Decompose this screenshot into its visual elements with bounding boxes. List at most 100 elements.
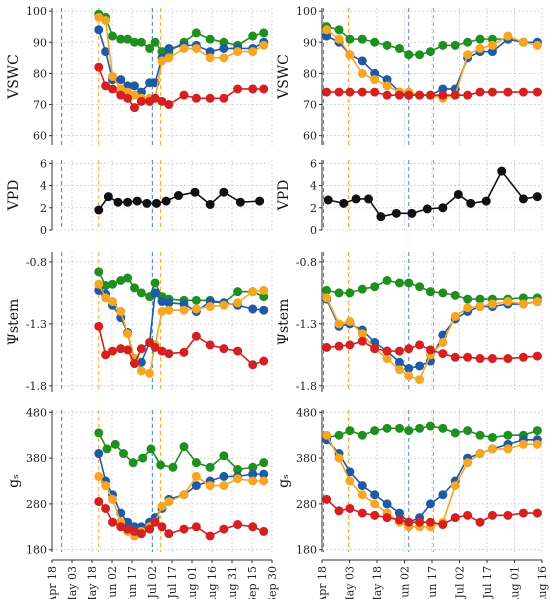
y-tick-label: 280 <box>296 498 317 511</box>
data-point-orange <box>191 471 201 481</box>
data-point-black <box>123 197 133 207</box>
data-point-orange <box>248 287 258 297</box>
y-tick-label: 60 <box>303 130 317 143</box>
data-point-green <box>146 444 156 454</box>
data-point-orange <box>259 285 269 295</box>
data-point-green <box>123 273 133 283</box>
data-point-orange <box>179 490 189 500</box>
data-point-green <box>219 451 229 461</box>
data-point-green <box>475 34 485 44</box>
data-point-black <box>339 198 349 208</box>
data-point-blue <box>150 288 160 298</box>
data-point-green <box>382 40 392 50</box>
data-point-red <box>357 336 367 346</box>
data-point-red <box>94 62 104 72</box>
data-point-orange <box>518 439 528 449</box>
data-point-orange <box>233 474 243 484</box>
x-tick-label: Aug 01 <box>186 566 199 599</box>
data-point-orange <box>357 490 367 500</box>
data-point-red <box>532 508 542 518</box>
x-tick-label: Jun 02 <box>399 566 412 599</box>
data-point-red <box>108 517 117 527</box>
data-point-green <box>475 294 485 304</box>
data-point-orange <box>370 499 380 509</box>
data-point-green <box>345 34 355 44</box>
y-tick-label: 100 <box>296 5 317 18</box>
data-point-orange <box>463 303 473 313</box>
data-point-red <box>136 344 146 354</box>
x-tick-label: Aug 16 <box>206 566 219 599</box>
y-tick-label: 6 <box>40 157 47 170</box>
data-point-orange <box>475 449 485 459</box>
data-point-blue <box>191 481 201 491</box>
data-point-red <box>179 524 189 534</box>
data-point-red <box>322 87 332 97</box>
data-point-orange <box>205 53 215 63</box>
data-point-green <box>425 287 435 297</box>
y-tick-label: -1.3 <box>26 318 47 331</box>
data-point-green <box>334 430 344 440</box>
y-tick-label: 6 <box>310 157 317 170</box>
data-point-orange <box>94 471 104 481</box>
data-point-orange <box>415 375 425 385</box>
data-point-green <box>334 288 344 298</box>
data-point-orange <box>487 40 497 50</box>
data-point-red <box>357 87 367 97</box>
data-point-black <box>391 208 401 218</box>
x-tick-label: Jul 02 <box>454 566 467 599</box>
data-point-orange <box>108 297 117 307</box>
data-point-red <box>248 360 258 370</box>
data-point-red <box>179 90 189 100</box>
data-point-red <box>404 344 414 354</box>
data-point-blue <box>425 499 435 509</box>
data-point-green <box>345 426 355 436</box>
data-point-blue <box>164 43 174 53</box>
data-point-green <box>404 50 414 60</box>
data-point-green <box>156 460 166 470</box>
data-point-orange <box>322 25 332 35</box>
data-point-orange <box>101 15 111 25</box>
data-point-orange <box>518 37 528 47</box>
data-point-red <box>259 526 269 536</box>
data-point-green <box>425 421 435 431</box>
data-point-red <box>425 517 435 527</box>
data-point-black <box>481 196 491 206</box>
data-point-orange <box>382 81 392 91</box>
data-point-black <box>174 191 183 201</box>
data-point-red <box>475 517 485 527</box>
y-tick-label: -1.8 <box>26 380 47 393</box>
data-point-green <box>150 37 160 47</box>
data-point-red <box>518 87 528 97</box>
data-point-red <box>101 503 111 513</box>
data-point-red <box>475 87 485 97</box>
data-point-red <box>164 100 174 110</box>
data-point-orange <box>101 293 111 303</box>
y-axis-label: gₛ <box>6 474 22 488</box>
y-tick-label: 70 <box>33 99 47 112</box>
data-point-blue <box>259 305 269 315</box>
data-point-red <box>219 344 229 354</box>
data-point-orange <box>101 481 111 491</box>
data-point-red <box>248 522 258 532</box>
data-point-red <box>394 90 404 100</box>
x-tick-label: Aug 16 <box>536 566 549 599</box>
y-tick-label: 180 <box>296 544 317 557</box>
data-point-red <box>108 84 117 94</box>
data-point-green <box>259 28 269 38</box>
data-point-blue <box>357 481 367 491</box>
data-point-red <box>394 515 404 525</box>
data-point-green <box>248 31 258 41</box>
data-point-red <box>532 351 542 361</box>
data-point-green <box>136 37 146 47</box>
data-point-black <box>235 197 245 207</box>
data-point-red <box>101 350 111 360</box>
data-point-black <box>497 166 507 176</box>
data-point-blue <box>404 363 414 373</box>
data-point-green <box>450 290 460 300</box>
data-point-orange <box>503 444 513 454</box>
x-tick-label: Jul 02 <box>146 566 159 599</box>
data-point-red <box>404 90 414 100</box>
data-point-red <box>150 342 160 352</box>
data-point-orange <box>219 53 229 63</box>
